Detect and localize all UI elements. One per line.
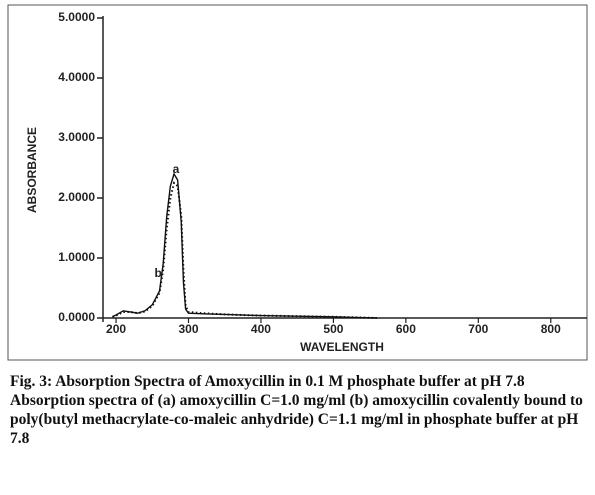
chart: WAVELENGTH ABSORBANCE 0.0000 1.0000 2.0000… [7, 4, 588, 361]
figure-frame [7, 4, 588, 361]
y-axis-label: ABSORBANCE [25, 127, 39, 213]
x-tick-label: 700 [468, 322, 488, 336]
x-tick-label: 200 [106, 322, 126, 336]
x-tick-label: 800 [541, 322, 561, 336]
x-tick-label: 300 [178, 322, 198, 336]
caption-title: Fig. 3: Absorption Spectra of Amoxycilli… [10, 373, 525, 390]
series-line [112, 172, 377, 319]
y-tick-label: 0.0000 [58, 310, 95, 324]
series-label: a [173, 162, 180, 176]
caption-text: Absorption spectra of (a) amoxycillin C=… [10, 392, 583, 447]
series-line [112, 181, 377, 319]
y-tick-label: 1.0000 [58, 250, 95, 264]
y-tick-label: 4.0000 [58, 70, 95, 84]
x-tick-label: 600 [396, 322, 416, 336]
y-tick-label: 2.0000 [58, 190, 95, 204]
series-label: b [154, 266, 161, 280]
x-tick-label: 500 [323, 322, 343, 336]
x-axis-label: WAVELENGTH [300, 340, 384, 354]
x-tick-label: 400 [251, 322, 271, 336]
y-tick-label: 5.0000 [58, 10, 95, 24]
y-tick-label: 3.0000 [58, 130, 95, 144]
caption: Fig. 3: Absorption Spectra of Amoxycilli… [10, 372, 588, 448]
